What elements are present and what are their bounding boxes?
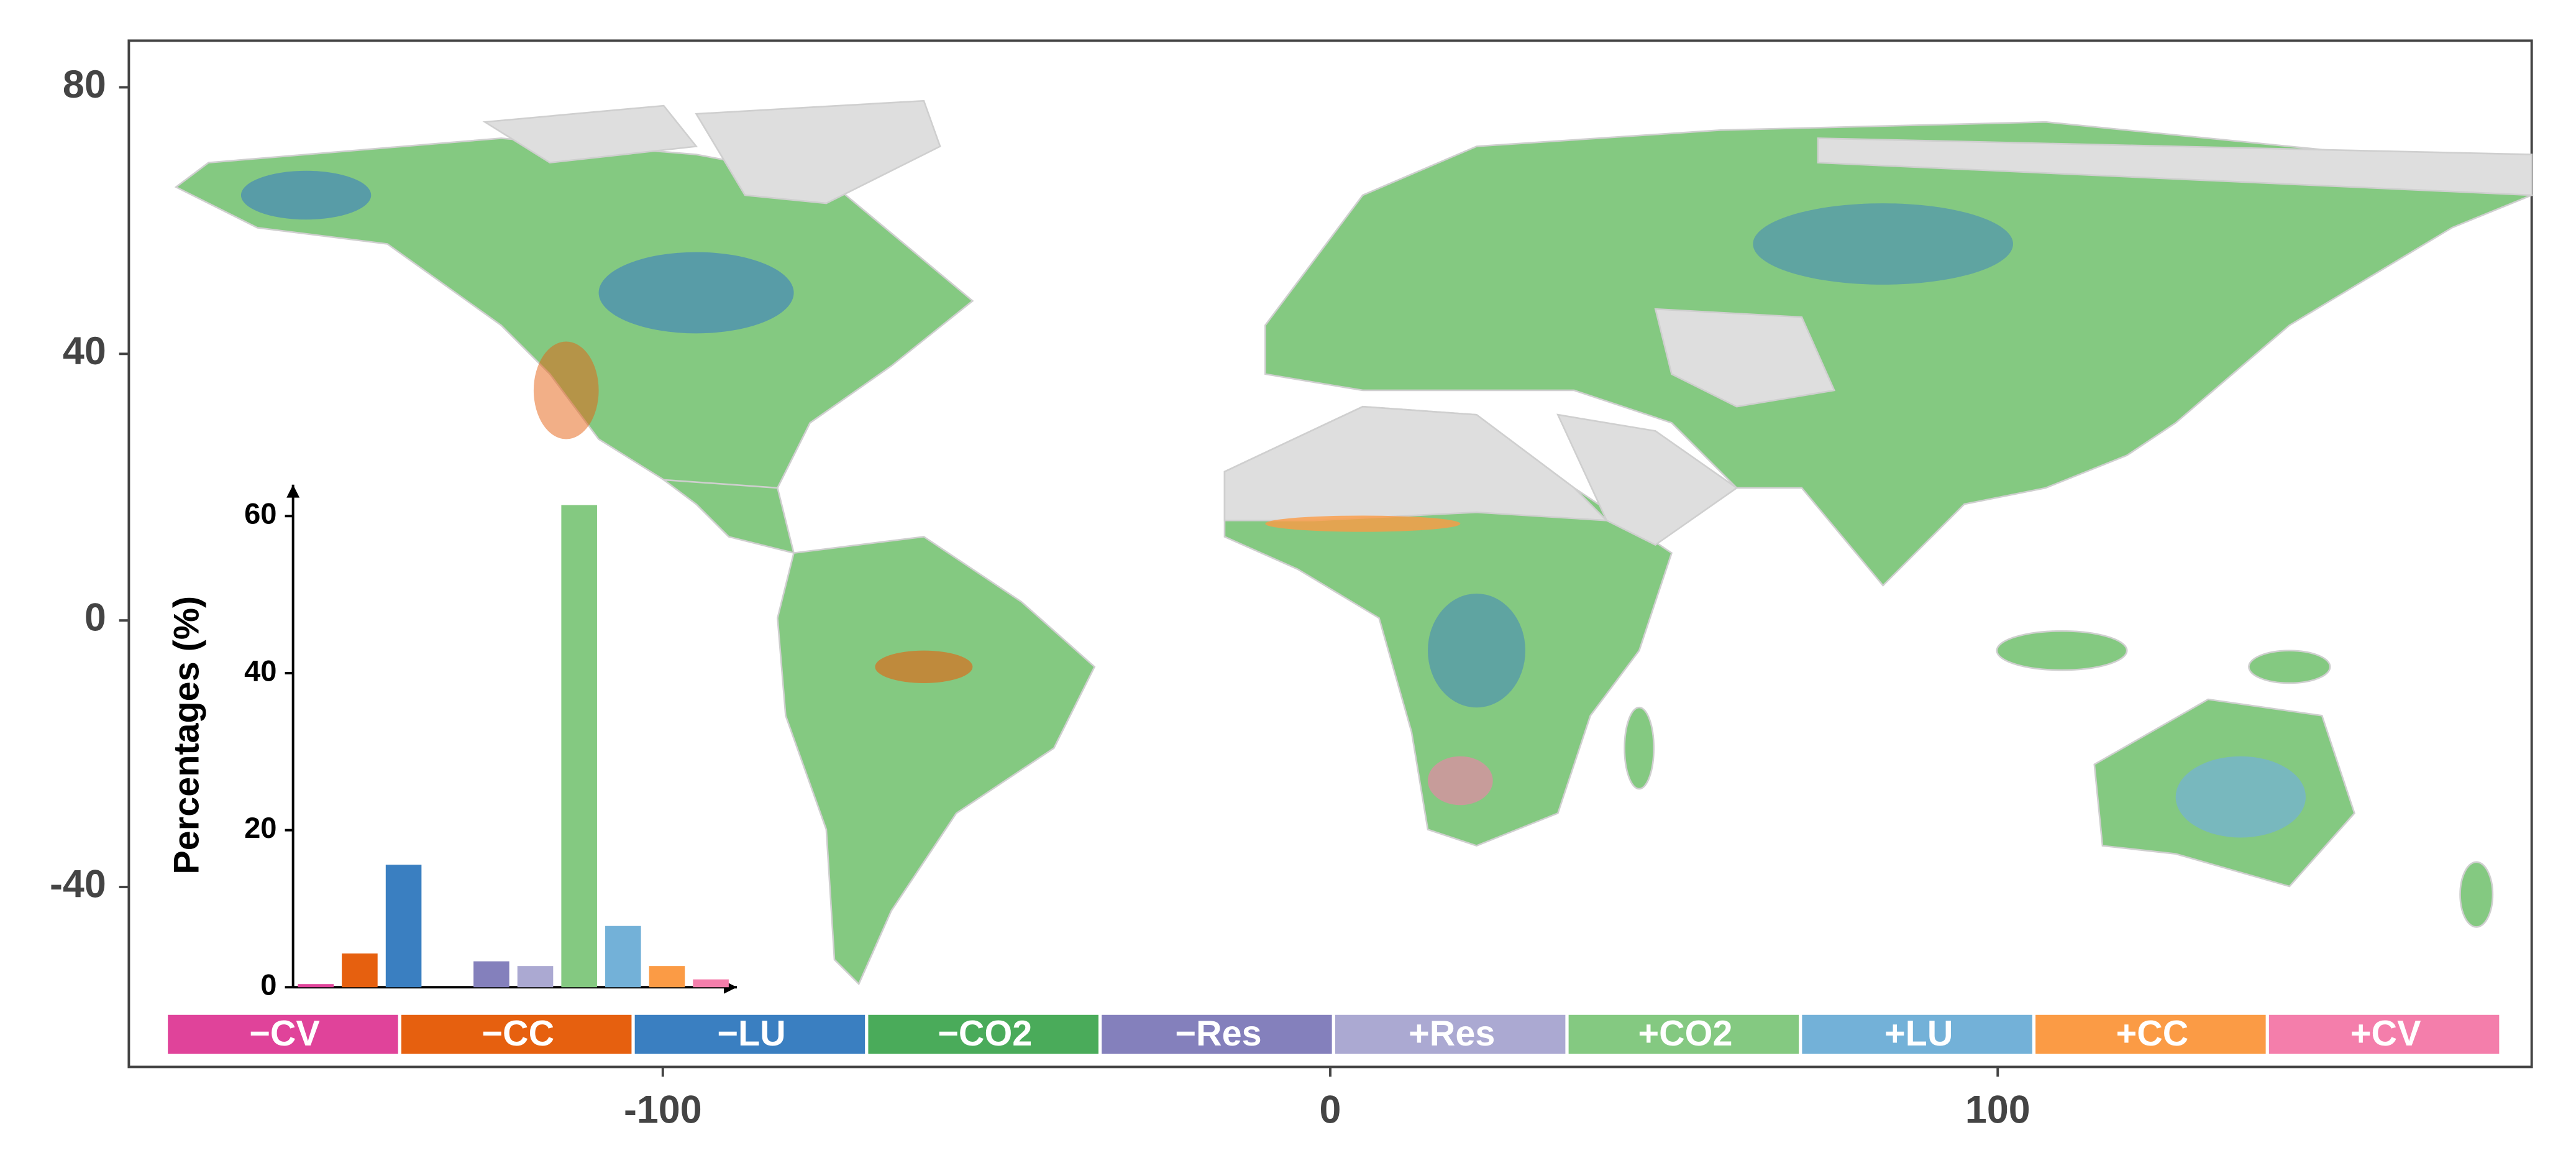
land-patch (1265, 515, 1461, 532)
land-patch (1753, 203, 2013, 285)
legend-swatch (634, 1014, 866, 1054)
central-asia-desert (1654, 308, 1836, 408)
legend-swatch (1102, 1014, 1332, 1054)
new-guinea (2248, 650, 2331, 684)
inset-y-tick-label: 20 (244, 811, 276, 844)
land-patch (1428, 594, 1526, 708)
legend-swatch (868, 1014, 1098, 1054)
land-patch (240, 170, 372, 220)
legend-label: −CO2 (938, 1014, 1032, 1054)
legend-swatch (2268, 1014, 2500, 1054)
bar (693, 979, 729, 988)
legend-swatch (168, 1014, 398, 1054)
new-zealand (2459, 861, 2494, 928)
legend-swatch (1335, 1014, 1566, 1054)
x-tick-label: 100 (1965, 1088, 2030, 1131)
greenland (695, 99, 941, 204)
land-masses (174, 99, 2534, 986)
land-patch (533, 341, 599, 439)
bar (649, 966, 685, 988)
bar (561, 505, 597, 988)
legend-swatch (1802, 1014, 2032, 1054)
land-patch (598, 252, 794, 334)
inset-y-tick-label: 0 (260, 968, 276, 1001)
south-america (777, 536, 1096, 986)
madagascar (1624, 706, 1655, 790)
legend-swatch (2035, 1014, 2266, 1054)
legend-label: +CC (2116, 1014, 2189, 1054)
y-tick-label: 0 (84, 596, 106, 640)
land-patch (1428, 756, 1493, 806)
bar (298, 984, 334, 988)
land-patch (2175, 756, 2306, 838)
eurasia (1264, 121, 2534, 587)
y-tick-label: 80 (63, 63, 106, 106)
x-tick-label: -100 (624, 1088, 702, 1131)
bar (473, 961, 509, 988)
legend-label: +Res (1409, 1014, 1495, 1054)
legend-label: −Res (1175, 1014, 1261, 1054)
land-patch (875, 650, 973, 683)
y-tick-label: -40 (50, 863, 106, 906)
legend-label: +LU (1884, 1014, 1953, 1054)
inset-y-tick-label: 40 (244, 654, 276, 687)
bar (517, 966, 554, 988)
arabia (1556, 413, 1738, 546)
siberian-arctic (1817, 137, 2533, 196)
bar (605, 926, 641, 988)
legend-label: −CV (249, 1014, 320, 1054)
legend-swatch (1568, 1014, 1799, 1054)
y-tick-label: 40 (63, 329, 106, 373)
legend-label: +CV (2350, 1014, 2421, 1054)
inset-y-arrow (286, 484, 300, 498)
bar (385, 865, 422, 988)
legend-label: +CO2 (1638, 1014, 1733, 1054)
legend-swatch (401, 1014, 632, 1054)
inset-y-tick-label: 60 (244, 497, 276, 530)
inset-y-label: Percentages (%) (167, 596, 206, 875)
bar (342, 953, 378, 988)
central-america (660, 479, 795, 554)
legend-label: −CC (482, 1014, 554, 1054)
x-tick-label: 0 (1320, 1088, 1341, 1131)
indonesia (1996, 630, 2128, 671)
arctic-islands (482, 104, 698, 164)
legend-label: −LU (717, 1014, 785, 1054)
